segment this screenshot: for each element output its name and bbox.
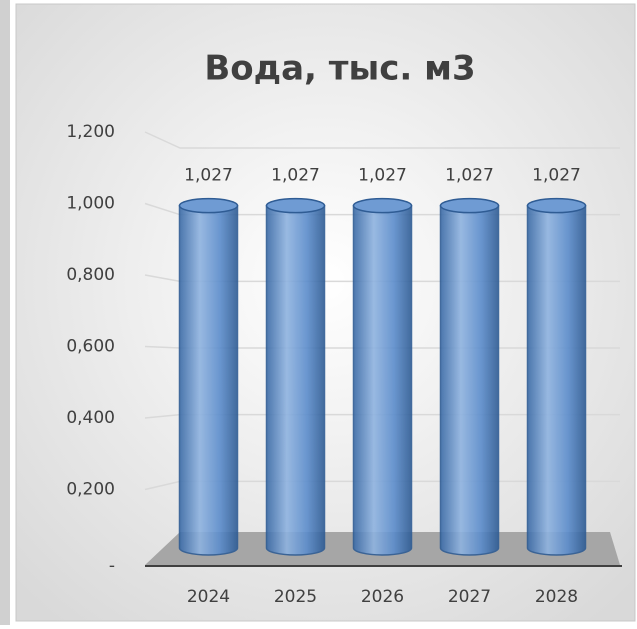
bar <box>439 197 500 556</box>
x-tick-label: 2027 <box>448 587 491 607</box>
x-tick-label: 2028 <box>535 587 578 607</box>
bar-body <box>526 204 587 556</box>
bar <box>526 197 587 556</box>
value-label: 1,027 <box>184 166 233 186</box>
bar <box>265 197 326 556</box>
value-label: 1,027 <box>445 166 494 186</box>
y-tick-label: 1,000 <box>66 194 115 214</box>
bar-body <box>439 204 500 556</box>
x-tick-label: 2024 <box>187 587 230 607</box>
y-tick-label: 0,400 <box>66 408 115 428</box>
y-tick-label: 0,800 <box>66 265 115 285</box>
x-tick-label: 2025 <box>274 587 317 607</box>
bar-top <box>352 197 413 214</box>
value-label: 1,027 <box>271 166 320 186</box>
y-tick-label: 1,200 <box>66 122 115 142</box>
bar-top <box>526 197 587 214</box>
bar-body <box>265 204 326 556</box>
chart-title: Вода, тыс. м3 <box>204 49 475 89</box>
bar-body <box>178 204 239 556</box>
value-label: 1,027 <box>532 166 581 186</box>
bar <box>352 197 413 556</box>
y-tick-label: 0,200 <box>66 480 115 500</box>
x-tick-label: 2026 <box>361 587 404 607</box>
bar-body <box>352 204 413 556</box>
bar <box>178 197 239 556</box>
bar-top <box>265 197 326 214</box>
value-label: 1,027 <box>358 166 407 186</box>
y-tick-label: - <box>109 556 115 576</box>
bar-top <box>439 197 500 214</box>
grid-line <box>144 131 620 149</box>
bar-top <box>178 197 239 214</box>
y-tick-label: 0,600 <box>66 337 115 357</box>
left-strip <box>0 0 10 625</box>
